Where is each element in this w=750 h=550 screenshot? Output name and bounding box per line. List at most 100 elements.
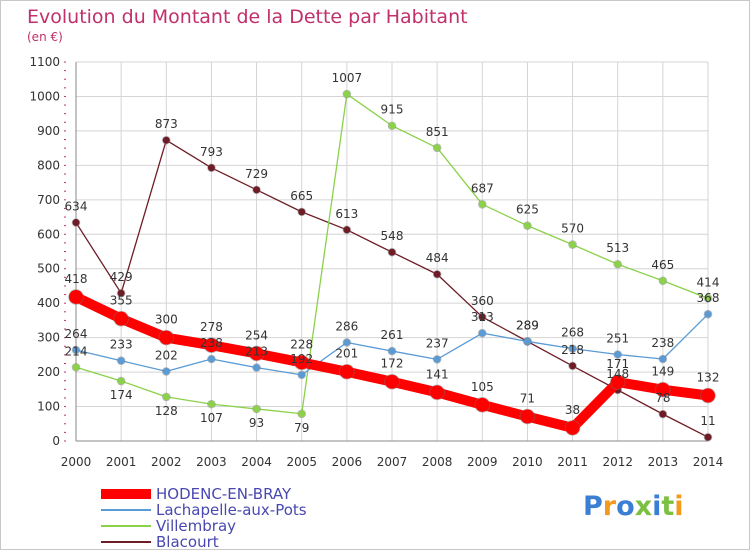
legend-swatch — [101, 541, 151, 543]
data-point-lachapelle-aux-pots — [207, 354, 216, 364]
data-point-marker — [704, 433, 712, 441]
data-label-hodenc-en-bray: 201 — [335, 347, 358, 361]
data-label-blacourt: 218 — [561, 343, 584, 357]
data-point-marker — [298, 410, 306, 418]
data-point-marker — [339, 364, 354, 379]
data-label-villembray: 465 — [651, 258, 674, 272]
data-point-marker — [659, 410, 667, 418]
data-point-lachapelle-aux-pots — [387, 346, 397, 356]
data-point-hodenc-en-bray — [519, 408, 536, 425]
legend-label: Lachapelle-aux-Pots — [156, 501, 307, 519]
data-point-marker — [430, 385, 445, 400]
data-label-blacourt: 484 — [426, 251, 449, 265]
data-label-hodenc-en-bray: 172 — [381, 357, 404, 371]
data-point-marker — [478, 329, 486, 337]
data-point-villembray — [387, 121, 397, 131]
data-point-lachapelle-aux-pots — [658, 354, 668, 364]
data-label-lachapelle-aux-pots: 251 — [606, 332, 629, 346]
data-point-villembray — [432, 143, 442, 153]
data-point-villembray — [477, 199, 487, 209]
data-point-marker — [72, 346, 80, 354]
data-point-hodenc-en-bray — [700, 387, 716, 404]
data-label-villembray: 687 — [471, 181, 494, 195]
x-tick-label: 2008 — [422, 455, 453, 469]
data-point-marker — [388, 248, 396, 256]
data-point-marker — [298, 208, 306, 216]
data-point-marker — [659, 355, 667, 363]
data-point-marker — [162, 393, 170, 401]
data-label-hodenc-en-bray: 300 — [155, 313, 178, 327]
data-label-hodenc-en-bray: 132 — [697, 371, 720, 385]
data-point-blacourt — [568, 361, 577, 371]
data-point-marker — [72, 219, 80, 227]
chart-title: Evolution du Montant de la Dette par Hab… — [27, 6, 468, 28]
data-point-blacourt — [387, 247, 397, 257]
x-tick-label: 2011 — [557, 455, 588, 469]
data-point-marker — [569, 345, 577, 353]
legend: HODENC-EN-BRAYLachapelle-aux-PotsVillemb… — [101, 485, 307, 549]
logo-letter: x — [635, 491, 652, 522]
logo-text: Proxiti — [583, 491, 684, 522]
data-label-lachapelle-aux-pots: 286 — [335, 319, 358, 333]
data-point-villembray — [207, 399, 216, 409]
data-label-hodenc-en-bray: 254 — [245, 328, 268, 342]
y-tick-label: 400 — [37, 296, 60, 310]
y-tick-label: 0 — [52, 434, 60, 448]
data-point-blacourt — [658, 409, 668, 419]
legend-label: Blacourt — [156, 533, 219, 549]
data-point-blacourt — [703, 432, 713, 442]
data-point-hodenc-en-bray — [609, 374, 626, 390]
data-point-hodenc-en-bray — [113, 310, 129, 327]
data-point-marker — [343, 338, 351, 346]
data-label-hodenc-en-bray: 71 — [520, 392, 535, 406]
data-point-marker — [162, 136, 170, 144]
y-tick-label: 700 — [37, 193, 60, 207]
data-point-marker — [433, 355, 441, 363]
x-tick-label: 2006 — [332, 455, 363, 469]
data-point-marker — [388, 347, 396, 355]
data-point-blacourt — [161, 135, 171, 145]
data-point-hodenc-en-bray — [68, 289, 84, 305]
data-label-blacourt: 289 — [516, 318, 539, 332]
y-tick-label: 500 — [37, 262, 60, 276]
data-point-marker — [659, 277, 667, 285]
x-tick-label: 2009 — [467, 455, 498, 469]
x-tick-label: 2014 — [693, 455, 724, 469]
logo-letter: i — [674, 491, 683, 522]
data-label-blacourt: 429 — [110, 270, 133, 284]
data-point-hodenc-en-bray — [158, 329, 175, 346]
legend-item: HODENC-EN-BRAY — [101, 485, 292, 503]
data-label-blacourt: 148 — [606, 367, 629, 381]
data-label-lachapelle-aux-pots: 202 — [155, 348, 178, 362]
data-label-lachapelle-aux-pots: 233 — [110, 338, 133, 352]
data-label-blacourt: 793 — [200, 145, 223, 159]
data-point-marker — [207, 400, 215, 408]
data-labels: 634 429 873 793 729 665 613 548 484 360 289 218 148 7… — [65, 71, 720, 435]
data-point-lachapelle-aux-pots — [161, 367, 171, 376]
data-label-lachapelle-aux-pots: 264 — [65, 327, 88, 341]
data-point-marker — [343, 226, 351, 234]
data-point-lachapelle-aux-pots — [523, 337, 532, 346]
data-point-lachapelle-aux-pots — [477, 328, 487, 338]
legend-item: Lachapelle-aux-Pots — [101, 501, 307, 519]
data-label-blacourt: 613 — [335, 207, 358, 221]
x-tick-label: 2004 — [241, 455, 272, 469]
data-point-hodenc-en-bray — [655, 381, 671, 398]
data-label-villembray: 214 — [65, 344, 88, 358]
data-point-marker — [704, 310, 712, 318]
x-tick-label: 2013 — [648, 455, 679, 469]
legend-swatch — [101, 525, 151, 527]
data-point-marker — [433, 144, 441, 152]
x-tick-label: 2007 — [377, 455, 408, 469]
data-point-marker — [72, 363, 80, 371]
data-point-villembray — [523, 221, 532, 230]
legend-swatch — [101, 509, 151, 511]
x-tick-label: 2003 — [196, 455, 227, 469]
data-point-lachapelle-aux-pots — [342, 338, 352, 347]
data-point-marker — [569, 362, 577, 370]
data-point-villembray — [703, 294, 713, 303]
data-point-marker — [117, 377, 125, 385]
data-point-blacourt — [477, 312, 487, 322]
data-point-blacourt — [432, 269, 442, 279]
